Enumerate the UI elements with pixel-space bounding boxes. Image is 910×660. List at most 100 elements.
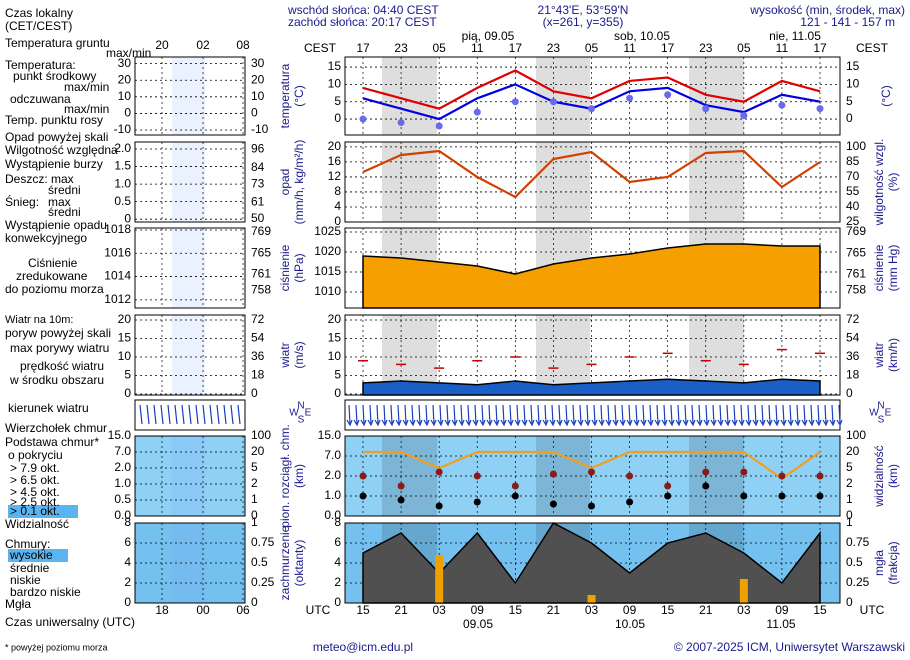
y2-tick-label: 769 bbox=[846, 224, 866, 238]
y-tick-label: -10 bbox=[114, 122, 132, 136]
y-tick-label: 1010 bbox=[314, 284, 341, 298]
series-dot bbox=[626, 94, 634, 102]
series-line bbox=[362, 69, 821, 110]
axis-label: (mm Hg) bbox=[886, 245, 900, 292]
y-tick-label: 15.0 bbox=[318, 428, 342, 442]
axis-label: opad bbox=[278, 169, 292, 196]
axis-label: (km) bbox=[886, 464, 900, 488]
y2-tick-label: 18 bbox=[846, 368, 860, 382]
compass: W bbox=[869, 408, 879, 419]
series-dot bbox=[664, 482, 672, 490]
utc-tick: 03 bbox=[432, 603, 446, 617]
wind-arrow bbox=[367, 404, 374, 427]
legend-item: > 0.1 okt. bbox=[10, 504, 60, 518]
panel-frame bbox=[344, 522, 841, 604]
panel-frame bbox=[134, 314, 246, 396]
series-dot bbox=[702, 482, 710, 490]
cest-label: CEST bbox=[304, 41, 337, 55]
wind-arrow bbox=[822, 404, 829, 427]
legend-item: odczuwana bbox=[10, 92, 71, 106]
wind-arrow bbox=[535, 404, 542, 427]
wind-arrow bbox=[598, 404, 605, 427]
y2-tick-label: 10 bbox=[251, 89, 265, 103]
y2-tick-label: 84 bbox=[251, 160, 265, 174]
wind-arrow bbox=[153, 404, 157, 425]
y-tick-label: 10 bbox=[118, 349, 132, 363]
wind-arrow bbox=[353, 404, 360, 427]
wind-arrow bbox=[146, 404, 150, 425]
y2-tick-label: 15 bbox=[846, 59, 860, 73]
wind-arrow bbox=[801, 404, 808, 427]
y2-tick-label: 0.25 bbox=[251, 575, 275, 589]
wind-arrow bbox=[479, 404, 486, 427]
small-time: 08 bbox=[236, 38, 250, 52]
axis-label: wiatr bbox=[872, 342, 886, 368]
axis-label: (mm/h, kg/m²/h) bbox=[292, 140, 306, 225]
series-dot bbox=[397, 119, 405, 127]
day-band bbox=[172, 436, 205, 516]
series-dot bbox=[549, 98, 557, 106]
series-dot bbox=[702, 105, 710, 113]
legend-item: Wierzchołek chmur bbox=[5, 421, 107, 435]
series-dot bbox=[588, 105, 595, 113]
axis-label: wilgotność wzgl. bbox=[872, 139, 886, 227]
y-tick-label: 1012 bbox=[104, 292, 131, 306]
day-label: 10.05 bbox=[615, 617, 645, 631]
copyright: © 2007-2025 ICM, Uniwersytet Warszawski bbox=[674, 640, 905, 654]
wind-arrow bbox=[423, 404, 430, 427]
y-tick-label: 10 bbox=[118, 89, 132, 103]
y-tick-label: 1.0 bbox=[114, 476, 131, 490]
grid-point: (x=261, y=355) bbox=[543, 15, 624, 29]
axis-label: (km) bbox=[292, 464, 306, 488]
legend-item: Temperatura: bbox=[5, 58, 76, 72]
series-dot bbox=[549, 470, 557, 478]
cest-tick: 17 bbox=[356, 41, 370, 55]
wind-arrow bbox=[584, 404, 591, 427]
y2-tick-label: 0.75 bbox=[846, 535, 870, 549]
legend-item: bardzo niskie bbox=[10, 585, 81, 599]
series-dot bbox=[626, 498, 634, 506]
y-tick-label: 10 bbox=[328, 349, 342, 363]
wind-arrow bbox=[591, 404, 598, 427]
series-area bbox=[362, 522, 821, 604]
y2-tick-label: 2 bbox=[846, 476, 853, 490]
utc-tick: 09 bbox=[775, 603, 789, 617]
series-dot bbox=[778, 101, 786, 109]
axis-label: ciśnienie bbox=[278, 244, 292, 291]
axis-label: zachmurzenie bbox=[278, 525, 292, 600]
utc-tick: 21 bbox=[394, 603, 408, 617]
wind-arrow bbox=[230, 404, 234, 425]
axis-label: (oktanty) bbox=[292, 540, 306, 587]
wind-arrow bbox=[626, 404, 633, 427]
series-dot bbox=[397, 482, 405, 490]
wind-arrow bbox=[752, 404, 759, 427]
legend-item: > 6.5 okt. bbox=[10, 473, 60, 487]
y2-tick-label: 20 bbox=[251, 444, 265, 458]
legend-item: w środku obszaru bbox=[9, 373, 104, 387]
y2-tick-label: 96 bbox=[251, 142, 265, 156]
legend-item: Podstawa chmur* bbox=[5, 435, 99, 449]
y2-tick-label: 5 bbox=[846, 460, 853, 474]
legend-item: max/min bbox=[106, 46, 151, 60]
series-line bbox=[362, 149, 821, 199]
wind-arrow bbox=[689, 404, 696, 427]
y-tick-label: 0 bbox=[334, 386, 341, 400]
day-band bbox=[172, 228, 205, 308]
series-dot bbox=[511, 98, 519, 106]
y-tick-label: 1025 bbox=[314, 224, 341, 238]
legend-item: kierunek wiatru bbox=[8, 401, 89, 415]
wind-arrow bbox=[437, 404, 444, 427]
wind-arrow bbox=[682, 404, 689, 427]
legend-item: max/min bbox=[64, 80, 109, 94]
y-tick-label: 0 bbox=[124, 595, 131, 609]
wind-arrow bbox=[514, 404, 521, 427]
day-band bbox=[172, 315, 205, 395]
y2-tick-label: 36 bbox=[846, 349, 860, 363]
coords: 21°43'E, 53°59'N bbox=[538, 3, 629, 17]
y2-tick-label: 85 bbox=[846, 154, 860, 168]
cest-tick: 23 bbox=[547, 41, 561, 55]
y2-tick-label: 0.25 bbox=[846, 575, 870, 589]
night-band bbox=[536, 142, 590, 222]
y-tick-label: 8 bbox=[334, 515, 341, 529]
series-dot bbox=[435, 502, 443, 510]
